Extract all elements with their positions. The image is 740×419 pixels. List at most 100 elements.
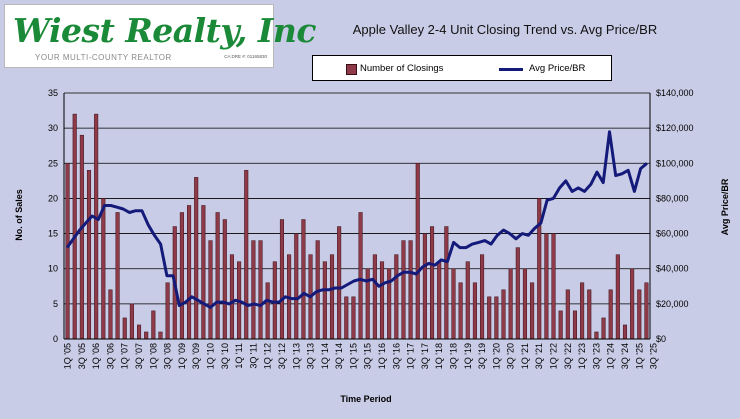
closings-bar <box>258 240 263 340</box>
closings-bar <box>594 331 599 340</box>
closings-bar <box>487 296 492 340</box>
x-tick-label: 3Q '22 <box>563 343 573 369</box>
closings-bar <box>79 134 84 340</box>
x-tick-label: 3Q '12 <box>277 343 287 369</box>
closings-bar <box>522 268 527 340</box>
closings-bar <box>608 289 613 340</box>
closings-bar <box>151 310 156 340</box>
x-tick-label: 3Q '07 <box>134 343 144 369</box>
closings-bar <box>637 289 642 340</box>
x-tick-label: 3Q '23 <box>591 343 601 369</box>
closings-bar <box>358 212 363 340</box>
closings-bar <box>144 331 149 340</box>
y-tick-label: 20 <box>48 193 58 203</box>
closings-bar <box>394 254 399 340</box>
x-tick-label: 3Q '17 <box>420 343 430 369</box>
closings-bar <box>279 219 284 340</box>
closings-bar <box>587 289 592 340</box>
closings-bar <box>322 261 327 340</box>
x-tick-label: 1Q '24 <box>606 343 616 369</box>
closings-bar <box>344 296 349 340</box>
x-tick-label: 1Q '15 <box>348 343 358 369</box>
closings-bar <box>472 282 477 340</box>
closings-bar <box>229 254 234 340</box>
closings-bar <box>158 331 163 340</box>
x-tick-label: 1Q '19 <box>463 343 473 369</box>
y2-tick-label: $140,000 <box>656 88 694 98</box>
x-tick-label: 3Q '09 <box>191 343 201 369</box>
closings-bar <box>530 282 535 340</box>
x-tick-label: 3Q '10 <box>220 343 230 369</box>
x-tick-label: 1Q '11 <box>234 343 244 369</box>
closings-bar <box>615 254 620 340</box>
x-tick-label: 3Q '20 <box>506 343 516 369</box>
x-tick-label: 1Q '17 <box>406 343 416 369</box>
closings-bar <box>194 177 199 340</box>
closings-bar <box>644 282 649 340</box>
closings-bar <box>480 254 485 340</box>
y2-tick-label: $20,000 <box>656 299 689 309</box>
closings-bar <box>444 226 449 340</box>
x-tick-label: 1Q '10 <box>206 343 216 369</box>
closings-bar <box>65 163 70 340</box>
x-tick-label: 3Q '08 <box>163 343 173 369</box>
x-tick-label: 1Q '13 <box>291 343 301 369</box>
x-tick-label: 1Q '22 <box>549 343 559 369</box>
x-tick-label: 1Q '05 <box>63 343 73 369</box>
closings-bar <box>265 282 270 340</box>
closings-bar <box>565 289 570 340</box>
closings-bar <box>72 113 77 340</box>
closings-bar <box>215 212 220 340</box>
closings-bar <box>558 310 563 340</box>
y-tick-label: 25 <box>48 158 58 168</box>
y2-tick-label: $40,000 <box>656 264 689 274</box>
y2-tick-label: $60,000 <box>656 229 689 239</box>
closings-bar <box>337 226 342 340</box>
closings-bar <box>494 296 499 340</box>
closings-bar <box>458 282 463 340</box>
x-tick-label: 3Q '05 <box>77 343 87 369</box>
closings-bar <box>101 198 106 340</box>
closings-bar <box>165 282 170 340</box>
chart-legend: Number of Closings Avg Price/BR <box>312 55 612 81</box>
y2-tick-label: $80,000 <box>656 193 689 203</box>
closings-bar <box>401 240 406 340</box>
closings-bar <box>187 205 192 340</box>
closings-bar <box>572 310 577 340</box>
x-tick-label: 1Q '23 <box>577 343 587 369</box>
closings-bars <box>65 113 649 340</box>
y2-axis-title: Avg Price/BR <box>720 178 730 235</box>
closings-bar <box>501 289 506 340</box>
closings-bar <box>415 163 420 340</box>
y-tick-label: 35 <box>48 88 58 98</box>
price-line-layer <box>65 130 648 309</box>
x-tick-label: 1Q '25 <box>634 343 644 369</box>
closings-bar <box>551 233 556 340</box>
closings-bar <box>294 233 299 340</box>
x-tick-label: 1Q '08 <box>148 343 158 369</box>
legend-closings-label: Number of Closings <box>360 63 444 74</box>
x-tick-label: 1Q '18 <box>434 343 444 369</box>
x-tick-label: 1Q '16 <box>377 343 387 369</box>
y-tick-label: 10 <box>48 264 58 274</box>
closings-bar <box>387 268 392 340</box>
closings-bar <box>408 240 413 340</box>
x-axis-title: Time Period <box>340 394 391 404</box>
closings-bar <box>622 324 628 340</box>
closings-bar <box>108 289 113 340</box>
closings-bar <box>179 212 184 340</box>
closings-bar <box>351 296 356 340</box>
y-tick-label: 30 <box>48 123 58 133</box>
closings-bar <box>122 317 127 340</box>
x-tick-label: 1Q '09 <box>177 343 187 369</box>
x-tick-label: 3Q '24 <box>620 343 630 369</box>
closings-bar <box>94 113 99 340</box>
closings-bar <box>515 247 520 340</box>
closings-bar <box>580 282 585 340</box>
y-tick-label: 15 <box>48 229 58 239</box>
x-tick-label: 3Q '14 <box>334 343 344 369</box>
closings-bar <box>379 261 385 340</box>
plot-area <box>64 93 650 339</box>
closings-bar <box>222 219 227 340</box>
